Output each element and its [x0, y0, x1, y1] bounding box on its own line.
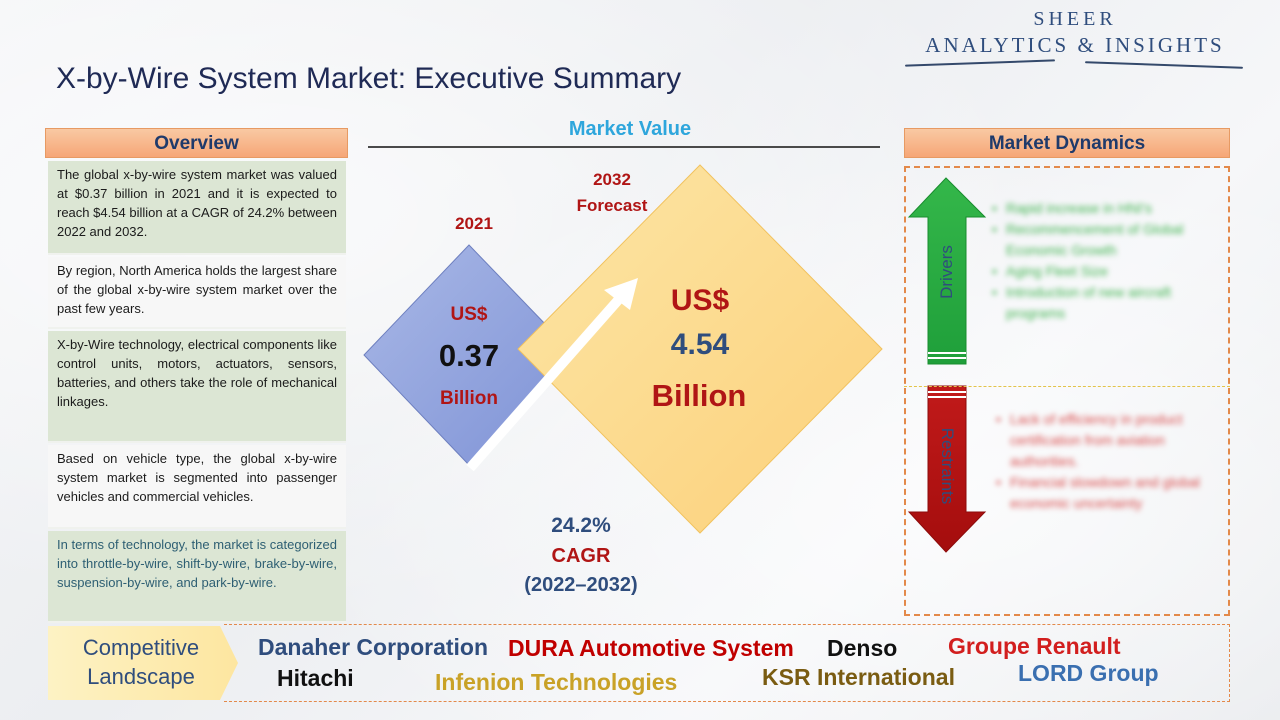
right-unit: Billion	[651, 378, 747, 413]
restraints-list: Lack of efficiency in product certificat…	[994, 409, 1216, 514]
company-hitachi: Hitachi	[277, 665, 354, 691]
logo-line-2: ANALYTICS & INSIGHTS	[925, 33, 1225, 57]
page-title: X-by-Wire System Market: Executive Summa…	[56, 62, 682, 95]
drivers-list: Rapid increase in HNI's Recommencement o…	[990, 198, 1220, 324]
competitive-tag-shape	[48, 626, 238, 700]
logo-underline-left	[905, 59, 1055, 67]
cagr-label: CAGR	[551, 545, 611, 567]
left-currency: US$	[450, 304, 488, 325]
overview-paragraph-5: In terms of technology, the market is ca…	[48, 531, 346, 623]
overview-paragraph-1: The global x-by-wire system market was v…	[48, 161, 346, 255]
competitive-panel	[224, 624, 1230, 702]
forecast-label: Forecast	[576, 196, 648, 215]
overview-paragraph-2: By region, North America holds the large…	[48, 257, 346, 329]
company-ksr: KSR International	[762, 664, 955, 690]
overview-paragraph-4: Based on vehicle type, the global x-by-w…	[48, 445, 346, 529]
right-value: 4.54	[670, 328, 730, 361]
growth-arrow-head	[604, 278, 638, 310]
cagr-period: (2022–2032)	[524, 574, 638, 596]
company-infenion: Infenion Technologies	[435, 669, 678, 695]
logo-underline-right	[1085, 61, 1243, 69]
company-logo: SHEER ANALYTICS & INSIGHTS	[900, 8, 1250, 58]
competitive-label: Competitive Landscape	[58, 633, 224, 691]
driver-item: Rapid increase in HNI's	[990, 198, 1220, 219]
drivers-label: Drivers	[937, 245, 956, 299]
company-dura: DURA Automotive System	[508, 635, 794, 661]
year-2032-label: 2032	[593, 170, 631, 189]
right-currency: US$	[670, 284, 730, 317]
driver-item: Recommencement of Global Economic Growth	[990, 219, 1220, 261]
logo-line-1: SHEER	[1033, 8, 1117, 30]
left-value: 0.37	[438, 338, 500, 373]
company-danaher: Danaher Corporation	[258, 634, 489, 660]
dynamics-divider	[904, 386, 1230, 387]
restraint-item: Lack of efficiency in product certificat…	[994, 409, 1216, 472]
market-dynamics-panel	[904, 166, 1230, 616]
company-lord: LORD Group	[1018, 660, 1159, 686]
competitive-label-line-1: Competitive	[82, 635, 200, 660]
market-dynamics-heading: Market Dynamics	[904, 128, 1230, 158]
left-unit: Billion	[439, 388, 499, 409]
market-value-divider	[368, 146, 880, 148]
company-renault: Groupe Renault	[948, 633, 1121, 659]
year-2021-label: 2021	[455, 214, 493, 233]
restraint-item: Financial slowdown and global economic u…	[994, 472, 1216, 514]
driver-item: Aging Fleet Size	[990, 261, 1220, 282]
company-denso: Denso	[827, 635, 898, 661]
restraints-label: Restraints	[938, 427, 957, 505]
overview-paragraph-3: X-by-Wire technology, electrical compone…	[48, 331, 346, 443]
cagr-value: 24.2%	[551, 514, 611, 537]
market-value-heading: Market Value	[568, 118, 692, 140]
driver-item: Introduction of new aircraft programs	[990, 282, 1220, 324]
overview-heading: Overview	[45, 128, 348, 158]
competitive-label-line-2: Landscape	[87, 664, 195, 689]
